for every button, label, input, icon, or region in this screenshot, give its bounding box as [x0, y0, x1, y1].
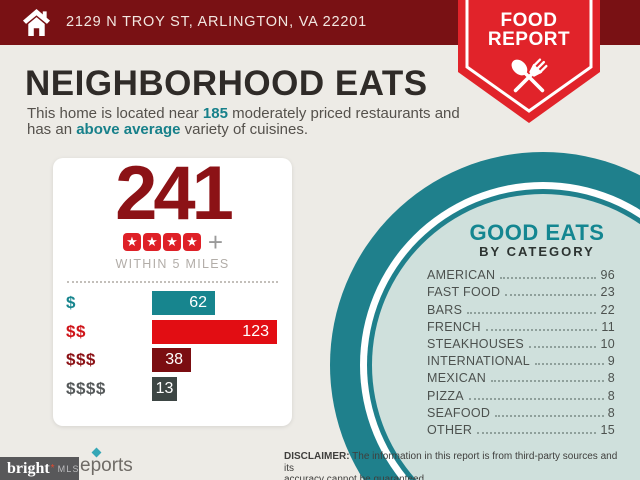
summary-card: 241 ★ ★ ★ ★ + WITHIN 5 MILES $62 $$ 123 $$$ 38 $$… [53, 151, 292, 426]
dotted-leader [491, 380, 604, 383]
category-value: 23 [600, 285, 615, 300]
category-label: AMERICAN [427, 268, 496, 283]
price-bar-row: $62 [66, 291, 292, 315]
price-level-label: $$ [66, 321, 86, 341]
dotted-leader [505, 294, 597, 297]
dotted-leader [467, 311, 597, 314]
logo-name: bright [7, 459, 50, 477]
disclaimer-line1: DISCLAIMER: The information in this repo… [284, 451, 618, 474]
category-label: SEAFOOD [427, 405, 491, 420]
good-eats-subtitle: BY CATEGORY [479, 244, 595, 259]
price-level-label: $ [66, 293, 76, 312]
price-bar: 62 [152, 291, 215, 315]
dotted-leader [495, 414, 604, 417]
good-eats-circle [330, 152, 640, 480]
star-icon: ★ [122, 233, 141, 251]
disclaimer: DISCLAIMER: The information in this repo… [284, 451, 629, 480]
category-value: 9 [607, 354, 615, 369]
good-eats-title: GOOD EATS [469, 220, 605, 245]
brightmls-logo: bright * MLS [0, 457, 79, 480]
price-bar-row: $$ 123 [66, 319, 292, 344]
category-label: STEAKHOUSES [427, 336, 525, 351]
price-level-label: $$$$ [66, 378, 106, 398]
logo-mark-icon: * [50, 463, 55, 474]
badge-title-line1: FOOD [500, 10, 558, 31]
variety-highlight: above average [76, 120, 181, 138]
price-bar-row: $$$ 38 [66, 348, 292, 372]
subtitle-line1: This home is located near 185 moderately… [27, 105, 460, 122]
dotted-separator [67, 281, 278, 283]
category-list: AMERICAN 96 FAST FOOD 23 BARS 22 FRENCH 11 STEAK… [427, 265, 615, 437]
disclaimer-label: DISCLAIMER: [284, 451, 350, 462]
dotted-leader [534, 363, 604, 366]
dotted-leader [468, 397, 604, 400]
subtitle-line2: has an above average variety of cuisines… [27, 120, 309, 138]
restaurant-count: 185 [202, 105, 228, 122]
category-row: BARS 22 [427, 299, 615, 317]
radius-note: WITHIN 5 MILES [115, 257, 230, 271]
category-label: OTHER [427, 422, 473, 437]
dotted-leader [485, 328, 598, 331]
price-bar-value: 62 [189, 294, 207, 311]
page-title: NEIGHBORHOOD EATS [25, 64, 428, 103]
total-count: 241 [115, 151, 234, 236]
watermark-text: eports [80, 455, 133, 476]
category-label: FRENCH [427, 319, 481, 334]
category-row: OTHER 15 [427, 420, 615, 437]
dotted-leader [500, 277, 597, 280]
home-icon [21, 8, 52, 42]
price-level-label: $$$ [66, 350, 96, 369]
disclaimer-line2: accuracy cannot be guaranteed. [284, 474, 427, 480]
category-value: 8 [607, 371, 615, 386]
food-report-badge: FOOD REPORT [458, 0, 600, 124]
category-row: MEXICAN 8 [427, 368, 615, 385]
logo-suffix: MLS [57, 463, 80, 474]
star-icon: ★ [142, 233, 161, 251]
category-row: FAST FOOD 23 [427, 282, 615, 299]
category-value: 22 [600, 302, 615, 317]
category-row: AMERICAN 96 [427, 265, 615, 282]
star-icon: ★ [182, 233, 201, 251]
price-bar-value: 38 [165, 351, 183, 368]
category-label: INTERNATIONAL [427, 354, 530, 369]
category-row: STEAKHOUSES 10 [427, 334, 615, 351]
price-bar: 38 [152, 348, 191, 372]
category-row: SEAFOOD 8 [427, 403, 615, 420]
category-label: BARS [427, 302, 463, 317]
rating-stars: ★ ★ ★ ★ + [53, 227, 292, 257]
dotted-leader [477, 431, 597, 434]
category-label: PIZZA [427, 388, 464, 403]
category-value: 11 [601, 319, 615, 334]
category-value: 96 [600, 268, 615, 283]
category-row: INTERNATIONAL 9 [427, 351, 615, 368]
price-bar-value: 123 [242, 322, 269, 340]
price-bar: 13 [152, 376, 177, 401]
category-label: MEXICAN [427, 371, 487, 386]
plus-icon: + [207, 227, 224, 257]
price-bar: 123 [152, 319, 277, 344]
category-value: 15 [600, 422, 615, 437]
category-value: 8 [607, 388, 615, 403]
star-icon: ★ [162, 233, 181, 251]
page-subtitle: This home is located near 185 moderately… [27, 106, 460, 137]
price-bar-chart: $62 $$ 123 $$$ 38 $$$$ 13 [53, 291, 292, 401]
category-row: FRENCH 11 [427, 317, 615, 334]
dotted-leader [529, 345, 597, 348]
category-label: FAST FOOD [427, 285, 501, 300]
category-value: 8 [607, 405, 615, 420]
address-text: 2129 N TROY ST, ARLINGTON, VA 22201 [66, 14, 367, 30]
category-row: PIZZA 8 [427, 385, 615, 403]
badge-title-line2: REPORT [487, 29, 571, 50]
price-bar-value: 13 [155, 379, 174, 397]
price-bar-row: $$$$ 13 [66, 376, 292, 401]
category-value: 10 [600, 336, 615, 351]
